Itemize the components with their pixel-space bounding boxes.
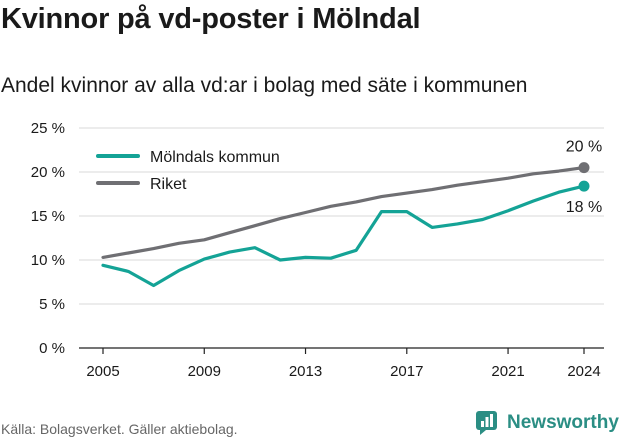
- source-note: Källa: Bolagsverket. Gäller aktiebolag.: [1, 421, 238, 437]
- series-line: [101, 166, 586, 259]
- series-end-label: 18 %: [566, 199, 602, 216]
- y-tick-label: 25 %: [31, 120, 65, 137]
- y-tick-label: 5 %: [39, 296, 65, 313]
- y-tick-label: 10 %: [31, 252, 65, 269]
- brand-logo: Newsworthy: [475, 410, 619, 436]
- legend-label: Riket: [150, 176, 187, 193]
- series-end-label: 20 %: [566, 139, 602, 156]
- newsworthy-icon: [476, 411, 497, 435]
- x-tick-label: 2013: [289, 363, 322, 380]
- brand-name: Newsworthy: [507, 412, 619, 433]
- x-tick-label: 2024: [567, 363, 600, 380]
- legend-label: Mölndals kommun: [150, 149, 280, 166]
- series-end-point: [578, 162, 590, 174]
- y-tick-label: 20 %: [31, 164, 65, 181]
- series-end-point: [578, 180, 590, 192]
- x-tick-label: 2021: [491, 363, 524, 380]
- series-line: [101, 184, 586, 288]
- chart-subtitle: Andel kvinnor av alla vd:ar i bolag med …: [1, 74, 528, 97]
- x-tick-label: 2005: [86, 363, 119, 380]
- x-tick-label: 2017: [390, 363, 423, 380]
- chart-title: Kvinnor på vd-poster i Mölndal: [1, 3, 421, 35]
- x-tick-label: 2009: [188, 363, 221, 380]
- y-tick-label: 0 %: [39, 340, 65, 357]
- y-tick-label: 15 %: [31, 208, 65, 225]
